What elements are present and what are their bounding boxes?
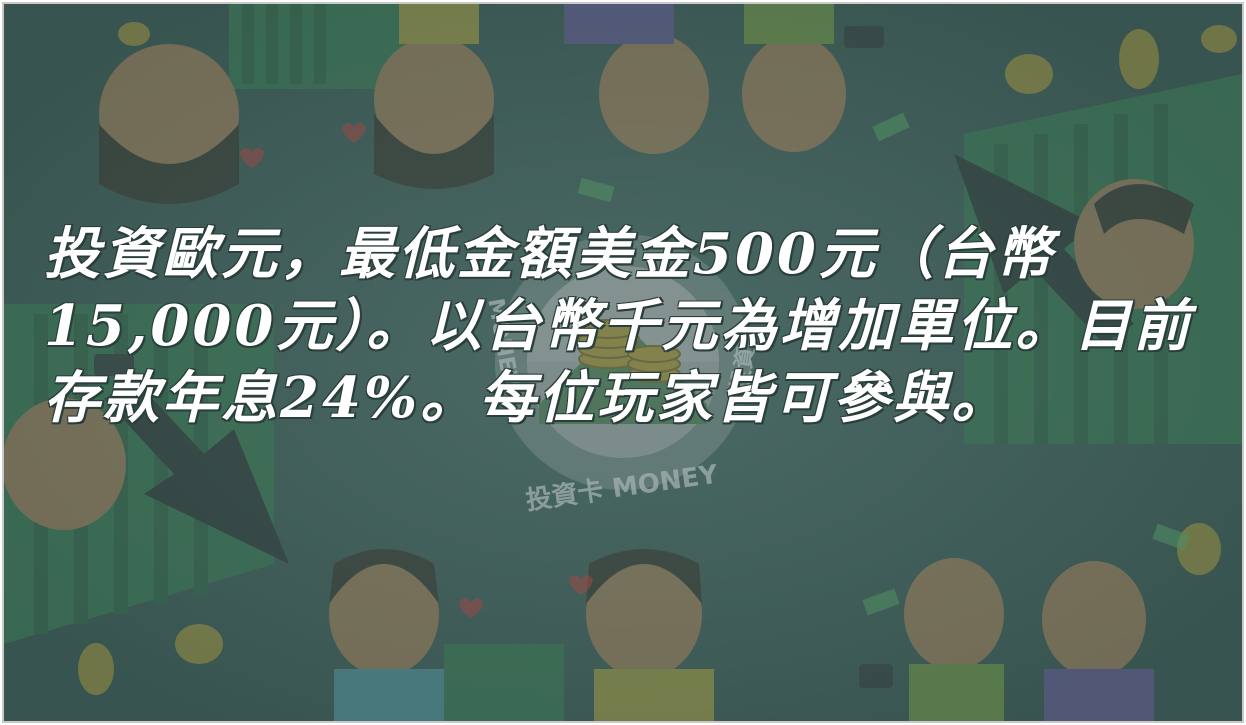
top-left-character: [99, 4, 494, 204]
left-rising-chart: [4, 304, 289, 644]
right-rising-chart: [954, 74, 1242, 444]
card-description: 投資歐元，最低金額美金500元（台幣15,000元）。以台幣千元為增加單位。目前…: [44, 221, 1193, 431]
game-card: 投資卡 MONEY MONEY 投資卡 投資歐元，最低金額美金500元（台幣15…: [4, 4, 1242, 721]
top-right-characters: [564, 4, 884, 154]
bottom-characters: [329, 549, 1154, 721]
heart-icon: [240, 123, 593, 618]
money-bill-icon: [577, 112, 1190, 616]
coin-stack: [578, 319, 681, 383]
card-illustration: 投資卡 MONEY MONEY 投資卡: [4, 4, 1242, 721]
